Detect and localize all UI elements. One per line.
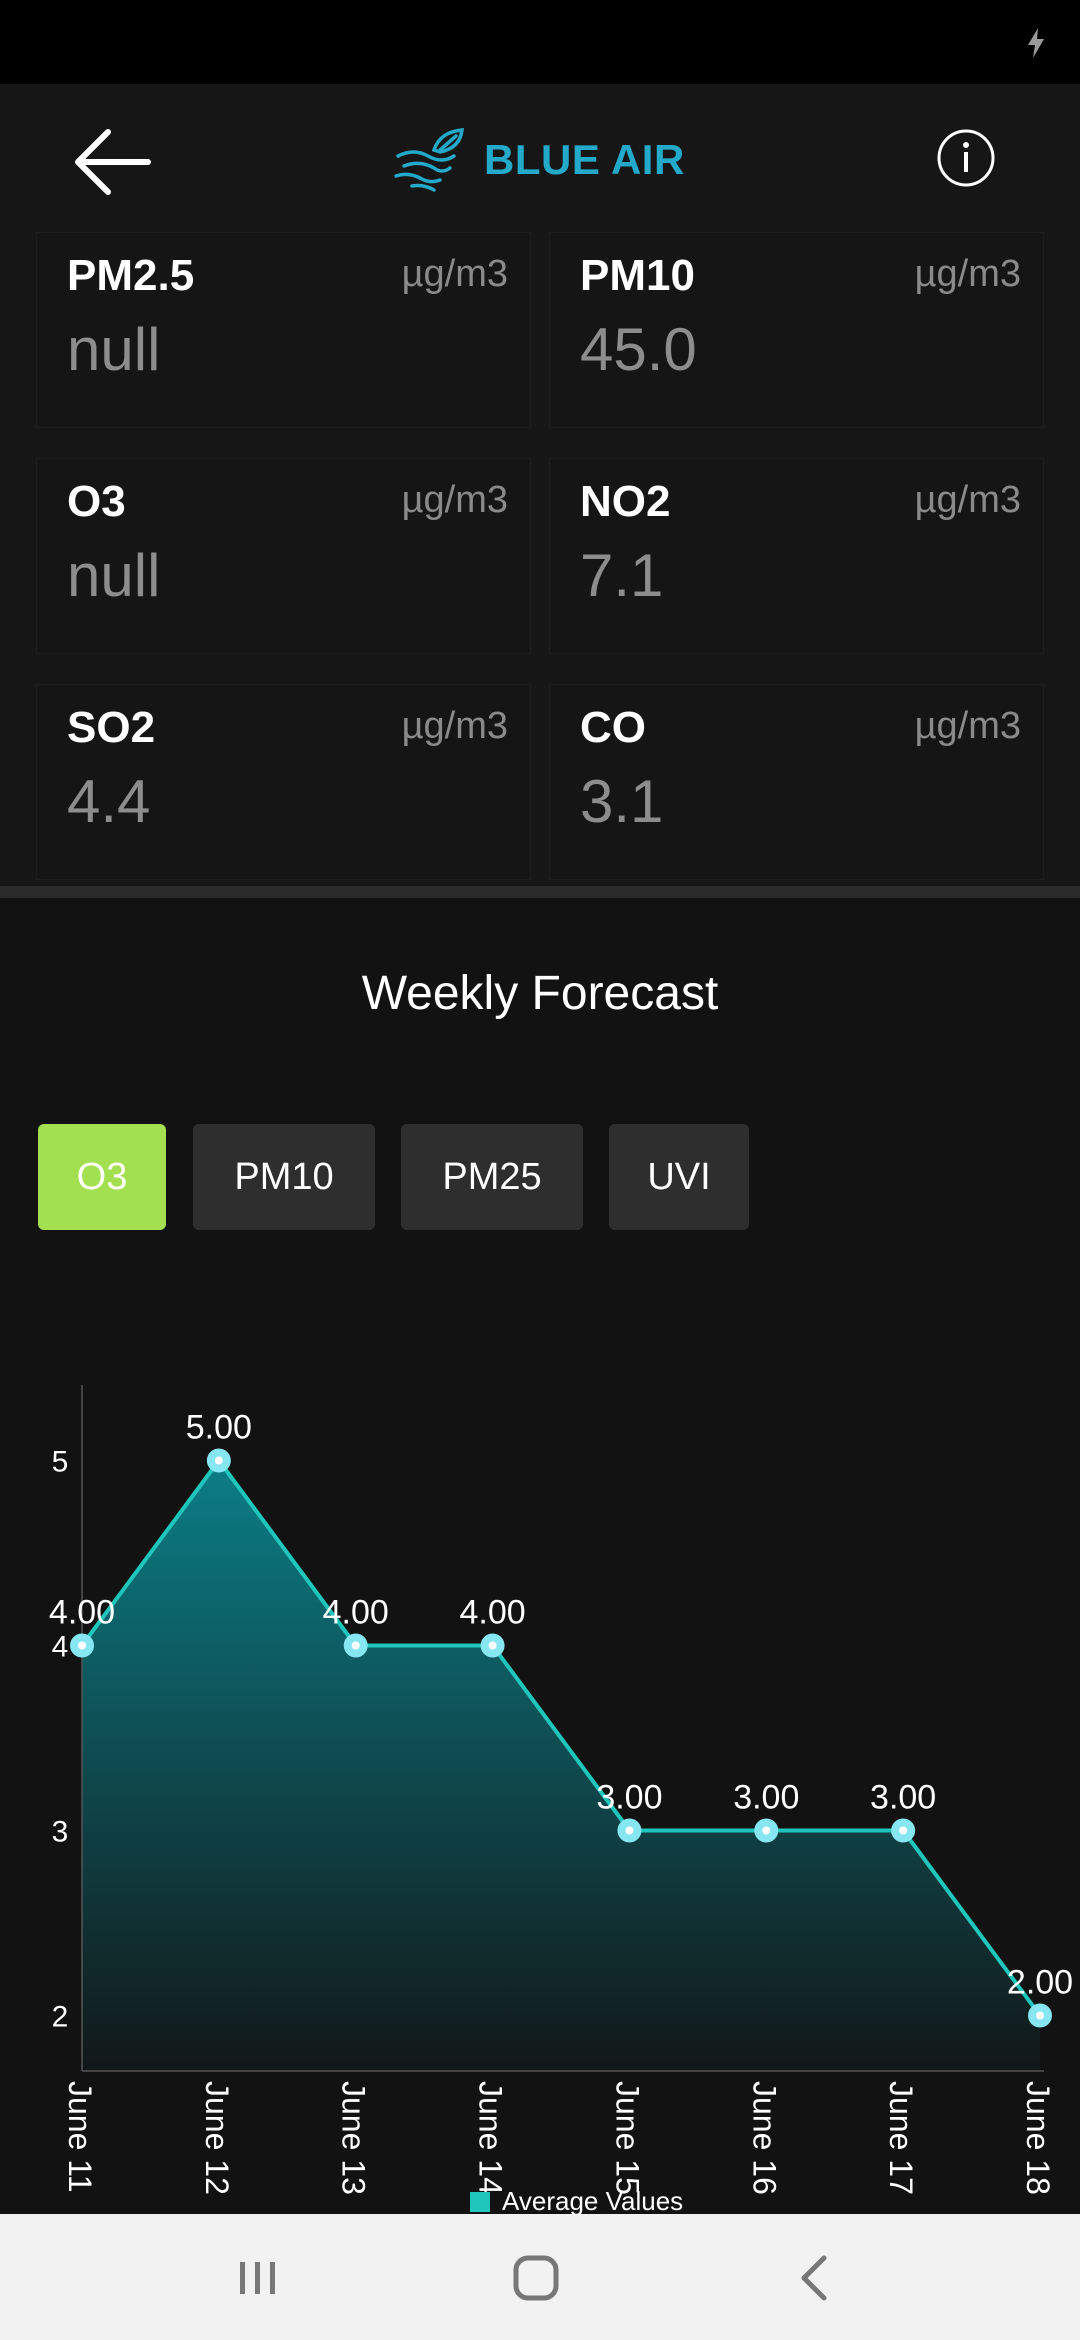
pollutant-unit: µg/m3	[401, 705, 508, 747]
data-point-center	[351, 1641, 360, 1650]
pollutant-card-pm10: PM10 µg/m3 45.0	[549, 232, 1044, 428]
pollutant-unit: µg/m3	[401, 479, 508, 521]
pollutant-card-no2: NO2 µg/m3 7.1	[549, 458, 1044, 654]
pollutant-name: PM10	[580, 251, 695, 300]
data-label: 2.00	[1007, 1964, 1073, 2002]
app-title: BLUE AIR	[484, 136, 685, 183]
x-tick-label: June 17	[883, 2081, 919, 2195]
data-point-center	[899, 1826, 908, 1835]
status-bar	[0, 0, 1080, 84]
pollutant-card-so2: SO2 µg/m3 4.4	[36, 684, 531, 880]
pollutant-name: CO	[580, 703, 646, 752]
x-tick-label: June 16	[746, 2081, 782, 2195]
tab-o3[interactable]: O3	[38, 1124, 166, 1230]
data-point-center	[762, 1826, 771, 1835]
data-label: 3.00	[733, 1779, 799, 1817]
pollutant-name: O3	[67, 477, 126, 526]
pollutant-unit: µg/m3	[914, 479, 1021, 521]
data-label: 4.00	[323, 1594, 389, 1632]
data-label: 4.00	[459, 1594, 525, 1632]
pollutant-name: SO2	[67, 703, 156, 752]
y-tick-label: 3	[52, 1816, 69, 1849]
y-tick-label: 2	[52, 2001, 69, 2034]
charging-icon	[1028, 28, 1044, 58]
pollutant-name: NO2	[580, 477, 671, 526]
tab-uvi[interactable]: UVI	[609, 1124, 749, 1230]
data-point-center	[214, 1456, 223, 1465]
wind-leaf-icon	[394, 128, 464, 192]
section-divider	[0, 886, 1080, 898]
back-arrow-icon[interactable]	[72, 124, 152, 200]
pollutant-unit: µg/m3	[401, 253, 508, 295]
x-tick-label: June 12	[199, 2081, 235, 2195]
x-tick-label: June 18	[1020, 2081, 1056, 2195]
legend-label: Average Values	[502, 2186, 683, 2214]
data-point-center	[1036, 2011, 1044, 2020]
pollutant-unit: µg/m3	[914, 705, 1021, 747]
home-icon[interactable]	[496, 2238, 576, 2318]
pollutant-value: 3.1	[580, 768, 664, 835]
data-point-center	[625, 1826, 634, 1835]
system-nav-bar	[0, 2214, 1080, 2340]
brand: BLUE AIR	[394, 120, 685, 200]
forecast-title: Weekly Forecast	[361, 967, 719, 1020]
recents-icon[interactable]	[218, 2238, 298, 2318]
pollutant-value: 7.1	[580, 542, 664, 609]
pollutant-value: 45.0	[580, 316, 697, 383]
x-tick-label: June 15	[609, 2081, 645, 2195]
pollutant-value: null	[67, 542, 161, 609]
pollutant-card-o3: O3 µg/m3 null	[36, 458, 531, 654]
y-tick-label: 5	[52, 1446, 69, 1479]
pollutant-value: null	[67, 316, 161, 383]
pollutant-unit: µg/m3	[914, 253, 1021, 295]
pollutant-value: 4.4	[67, 768, 151, 835]
pollutant-name: PM2.5	[67, 251, 195, 300]
series-line	[80, 1458, 1042, 2017]
data-point-center	[78, 1641, 86, 1650]
back-nav-icon[interactable]	[778, 2238, 858, 2318]
x-tick-label: June 13	[336, 2081, 372, 2195]
area-fill	[82, 1460, 1040, 2071]
tab-pm25[interactable]: PM25	[401, 1124, 583, 1230]
pollutant-grid: PM2.5 µg/m3 null PM10 µg/m3 45.0 O3 µg/m…	[0, 232, 1080, 886]
app-bar: BLUE AIR	[0, 84, 1080, 232]
pollutant-card-co: CO µg/m3 3.1	[549, 684, 1044, 880]
pollutant-card-pm25: PM2.5 µg/m3 null	[36, 232, 531, 428]
data-label: 3.00	[870, 1779, 936, 1817]
data-label: 3.00	[596, 1779, 662, 1817]
y-tick-label: 4	[52, 1631, 69, 1664]
weekly-forecast-chart: 4.00 5.00 4.00 4.00 3.00 3.00 3.00 2.00 June 11…	[49, 1385, 1073, 2214]
legend-swatch	[470, 2192, 490, 2212]
info-icon[interactable]	[936, 128, 996, 188]
x-tick-label: June 11	[62, 2081, 98, 2193]
x-tick-label: June 14	[473, 2081, 509, 2195]
tab-pm10[interactable]: PM10	[193, 1124, 375, 1230]
data-point-center	[488, 1641, 497, 1650]
data-label: 5.00	[186, 1409, 252, 1447]
data-label: 4.00	[49, 1594, 115, 1632]
